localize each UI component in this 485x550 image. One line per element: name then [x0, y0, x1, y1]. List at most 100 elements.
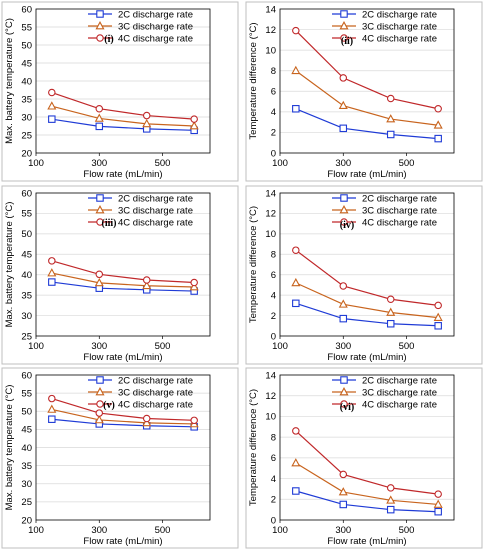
legend-marker — [340, 34, 348, 42]
series-line-3c — [295, 282, 439, 319]
y-tick-label: 14 — [265, 370, 276, 381]
series-line-3c — [51, 105, 195, 127]
y-tick-label: 6 — [271, 453, 276, 464]
legend-label: 3C discharge rate — [118, 387, 193, 398]
y-axis-label: Temperature difference (°C) — [248, 389, 259, 506]
x-tick-label: 100 — [28, 341, 44, 352]
y-tick-label: 55 — [21, 209, 32, 220]
data-point — [338, 100, 348, 110]
y-tick-label: 35 — [21, 461, 32, 472]
data-point — [190, 416, 198, 425]
data-point — [291, 458, 301, 467]
legend-label: 4C discharge rate — [362, 399, 437, 410]
y-tick-label: 20 — [21, 148, 32, 159]
data-point — [47, 101, 57, 110]
series-line-4c — [51, 397, 195, 421]
data-point — [95, 104, 104, 113]
y-tick-label: 14 — [265, 188, 276, 199]
legend-marker — [96, 10, 104, 18]
legend-label: 4C discharge rate — [362, 217, 437, 228]
x-tick-label: 500 — [399, 341, 415, 352]
x-tick-label: 300 — [91, 158, 107, 169]
data-point — [386, 319, 395, 328]
x-tick-label: 500 — [399, 525, 415, 536]
data-point — [292, 487, 300, 495]
y-tick-label: 30 — [21, 112, 32, 123]
data-point — [292, 26, 300, 35]
data-point — [292, 105, 300, 113]
y-axis-label: Max. battery temperature (°C) — [4, 202, 15, 328]
data-point — [338, 299, 348, 308]
x-tick-label: 500 — [155, 341, 171, 352]
data-point — [190, 278, 198, 287]
data-point — [94, 415, 104, 424]
legend-marker — [96, 376, 104, 384]
y-tick-label: 55 — [21, 388, 32, 399]
data-point — [48, 115, 56, 123]
legend-label: 3C discharge rate — [362, 387, 437, 398]
panel-tag: (iv) — [340, 220, 354, 231]
data-point — [339, 500, 348, 509]
data-point — [48, 278, 56, 286]
legend-marker — [340, 376, 348, 384]
legend-label: 2C discharge rate — [118, 193, 193, 204]
series-line-4c — [295, 30, 439, 110]
legend-marker — [339, 21, 349, 30]
y-tick-label: 60 — [21, 4, 32, 15]
legend-label: 2C discharge rate — [362, 9, 437, 20]
data-point — [47, 404, 57, 413]
series-line-3c — [51, 272, 195, 288]
series-line-4c — [51, 91, 195, 120]
series-line-3c — [295, 70, 439, 126]
data-point — [47, 268, 57, 277]
data-point — [189, 121, 199, 130]
data-point — [386, 307, 396, 316]
panel-tag: (ii) — [341, 36, 353, 47]
y-tick-label: 45 — [21, 425, 32, 436]
data-point — [386, 484, 395, 492]
x-axis-label: Flow rate (mL/min) — [327, 169, 406, 180]
data-point — [339, 314, 348, 323]
data-point — [142, 118, 152, 128]
y-tick-label: 25 — [21, 331, 32, 342]
y-tick-label: 40 — [21, 443, 32, 454]
panel-tag: (vi) — [340, 402, 354, 413]
data-point — [434, 490, 442, 498]
legend-label: 2C discharge rate — [118, 9, 193, 20]
data-point — [339, 282, 348, 290]
legend-marker — [96, 34, 104, 42]
legend-marker — [96, 400, 104, 408]
series-line-2c — [51, 281, 195, 292]
y-tick-label: 14 — [265, 4, 276, 15]
data-point — [386, 94, 395, 103]
legend-marker — [95, 205, 105, 214]
y-tick-label: 50 — [21, 407, 32, 418]
panel-border — [1, 367, 239, 549]
plot-area-frame — [35, 8, 211, 154]
data-point — [338, 487, 348, 496]
x-tick-label: 100 — [272, 158, 288, 169]
legend-label: 4C discharge rate — [118, 33, 193, 44]
legend-label: 4C discharge rate — [118, 217, 193, 228]
legend-label: 2C discharge rate — [362, 375, 437, 386]
legend-marker — [95, 21, 105, 30]
x-tick-label: 300 — [335, 341, 351, 352]
y-tick-label: 10 — [265, 45, 276, 56]
data-point — [386, 295, 395, 303]
panel-tag: (i) — [104, 34, 113, 45]
data-point — [339, 470, 348, 479]
y-tick-label: 8 — [271, 66, 276, 77]
legend-label: 2C discharge rate — [118, 375, 193, 386]
plot-area-frame — [279, 8, 455, 154]
data-point — [95, 122, 104, 131]
y-tick-label: 60 — [21, 188, 32, 199]
legend-marker — [340, 400, 348, 408]
y-tick-label: 12 — [265, 391, 276, 402]
data-point — [48, 415, 56, 423]
y-axis-label: Temperature difference (°C) — [248, 206, 259, 323]
legend-marker — [95, 387, 105, 396]
y-tick-label: 0 — [271, 515, 276, 526]
